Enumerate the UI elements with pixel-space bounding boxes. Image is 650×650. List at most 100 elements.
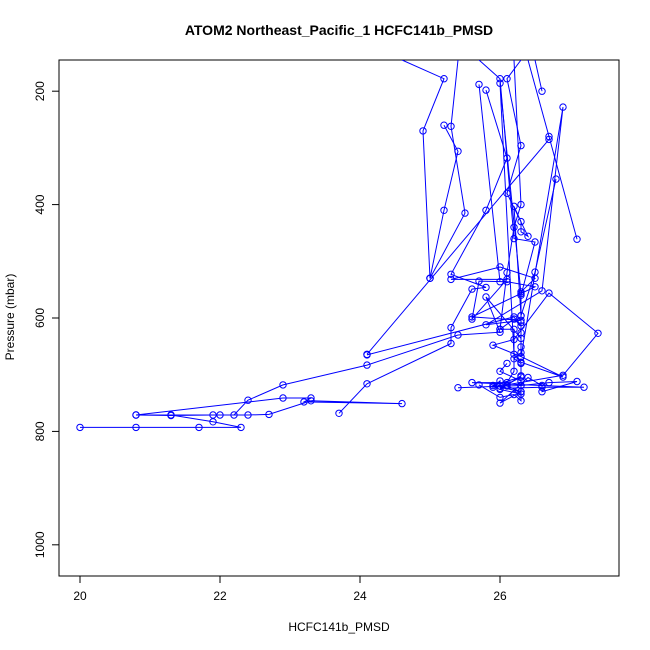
series-5 [426,121,462,282]
y-axis-label: Pressure (mbar) [3,274,17,361]
data-point [517,359,525,368]
y-tick-label: 400 [33,194,47,214]
data-point [468,315,476,323]
y-tick-label: 200 [33,81,47,101]
data-point [237,423,245,432]
data-point [503,278,511,286]
series-14 [478,60,539,327]
data-point [496,393,504,402]
data-point [132,411,140,419]
x-axis: 20 22 24 26 [73,576,507,603]
y-tick-label: 800 [33,421,47,441]
data-point [531,238,539,246]
data-point [573,235,581,243]
data-point [545,132,553,141]
data-point [440,75,448,83]
data-point [363,361,371,369]
data-point [538,388,546,396]
x-tick-label: 26 [493,589,507,603]
data-point [517,343,525,351]
data-point [538,87,546,95]
series-11 [534,60,546,95]
data-point [482,283,490,292]
x-axis-label: HCFC141b_PMSD [288,620,390,634]
data-point [482,293,490,301]
data-point [307,394,315,402]
series-12 [517,175,560,320]
data-point [503,75,511,83]
y-axis: 200 400 600 800 1000 [33,81,59,558]
data-point [517,348,525,357]
data-point [475,80,483,89]
y-tick-label: 1000 [33,531,47,558]
data-point [426,274,434,282]
data-point [279,394,287,402]
data-point [489,381,497,390]
data-point [559,371,567,379]
data-point [517,200,525,209]
series-6 [401,60,448,282]
data-point [468,285,476,293]
data-point [545,378,553,387]
series-7 [426,60,469,282]
plot-border [58,59,620,577]
data-point [510,367,518,375]
series-16 [475,80,504,286]
data-point [510,234,518,243]
data-point [545,289,553,297]
data-point [398,399,406,408]
data-point [307,397,315,405]
data-point [447,339,455,348]
data-point [503,268,511,277]
series-line [478,84,501,282]
data-point [517,217,525,226]
data-point [363,350,371,358]
data-point [503,381,511,389]
series-15 [496,60,525,333]
data-point [531,283,539,291]
series-line [527,60,578,240]
data-point [517,377,525,385]
data-point [167,411,175,419]
data-point [517,372,525,380]
data-point [538,287,546,295]
series-line [457,376,578,404]
data-point [496,367,504,375]
data-point [244,411,252,419]
data-point [503,359,511,368]
data-point [517,291,525,299]
plot-frame [58,59,620,577]
data-point [524,373,532,382]
data-point [454,384,462,392]
data-point [517,381,525,390]
data-point [76,423,84,432]
data-point [496,263,504,271]
x-tick-label: 20 [73,589,87,603]
data-point [216,411,224,419]
y-tick-label: 600 [33,308,47,328]
x-tick-label: 24 [353,589,367,603]
data-point [447,270,455,278]
data-point [496,385,504,394]
data-point [510,313,518,321]
data-point [524,232,532,241]
data-point [510,223,518,232]
series-group [76,60,602,432]
x-tick-label: 22 [213,589,227,603]
data-point [279,381,287,389]
data-point [496,399,504,407]
data-point [496,75,504,83]
series-line [429,60,466,279]
series-3 [132,394,406,419]
series-line [366,139,550,355]
data-point [475,381,483,389]
data-point [517,329,525,337]
data-point [468,378,476,387]
data-point [447,122,455,131]
data-point [510,390,518,399]
data-point [447,323,455,332]
data-point [265,410,273,419]
data-point [440,206,448,215]
data-point [580,383,588,391]
